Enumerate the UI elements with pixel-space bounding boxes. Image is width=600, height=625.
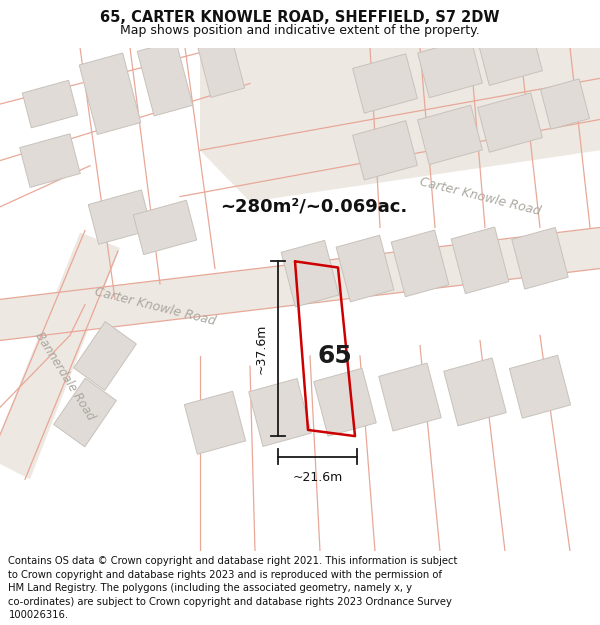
Polygon shape	[418, 105, 482, 164]
Polygon shape	[196, 29, 245, 98]
Text: co-ordinates) are subject to Crown copyright and database rights 2023 Ordnance S: co-ordinates) are subject to Crown copyr…	[8, 597, 452, 607]
Polygon shape	[133, 200, 197, 254]
Text: Map shows position and indicative extent of the property.: Map shows position and indicative extent…	[120, 24, 480, 37]
Polygon shape	[22, 80, 78, 128]
Text: ~21.6m: ~21.6m	[292, 471, 343, 484]
Text: 65, CARTER KNOWLE ROAD, SHEFFIELD, S7 2DW: 65, CARTER KNOWLE ROAD, SHEFFIELD, S7 2D…	[100, 9, 500, 24]
Text: ~37.6m: ~37.6m	[255, 324, 268, 374]
Polygon shape	[478, 26, 542, 86]
Polygon shape	[88, 190, 152, 244]
Text: Carter Knowle Road: Carter Knowle Road	[418, 175, 542, 218]
Polygon shape	[418, 38, 482, 98]
Text: 65: 65	[317, 344, 352, 368]
Polygon shape	[79, 53, 141, 134]
Text: Bannerdale Road: Bannerdale Road	[32, 330, 97, 423]
Polygon shape	[0, 232, 120, 479]
Text: HM Land Registry. The polygons (including the associated geometry, namely x, y: HM Land Registry. The polygons (includin…	[8, 583, 412, 593]
Polygon shape	[353, 121, 418, 180]
Polygon shape	[379, 363, 441, 431]
Polygon shape	[353, 54, 418, 113]
Polygon shape	[512, 228, 568, 289]
Polygon shape	[451, 227, 509, 294]
Polygon shape	[137, 41, 193, 116]
Text: ~280m²/~0.069ac.: ~280m²/~0.069ac.	[220, 198, 407, 216]
Polygon shape	[336, 235, 394, 302]
Polygon shape	[444, 358, 506, 426]
Text: Carter Knowle Road: Carter Knowle Road	[93, 285, 217, 328]
Polygon shape	[74, 321, 136, 390]
Text: Contains OS data © Crown copyright and database right 2021. This information is : Contains OS data © Crown copyright and d…	[8, 556, 458, 566]
Text: to Crown copyright and database rights 2023 and is reproduced with the permissio: to Crown copyright and database rights 2…	[8, 570, 442, 580]
Polygon shape	[200, 48, 600, 202]
Text: 100026316.: 100026316.	[8, 611, 68, 621]
Polygon shape	[509, 355, 571, 418]
Polygon shape	[391, 230, 449, 297]
Polygon shape	[53, 378, 116, 447]
Polygon shape	[478, 93, 542, 152]
Polygon shape	[20, 134, 80, 188]
Polygon shape	[281, 241, 339, 307]
Polygon shape	[184, 391, 245, 454]
Polygon shape	[541, 79, 589, 129]
Polygon shape	[314, 368, 376, 436]
Polygon shape	[0, 228, 600, 341]
Polygon shape	[249, 379, 311, 446]
